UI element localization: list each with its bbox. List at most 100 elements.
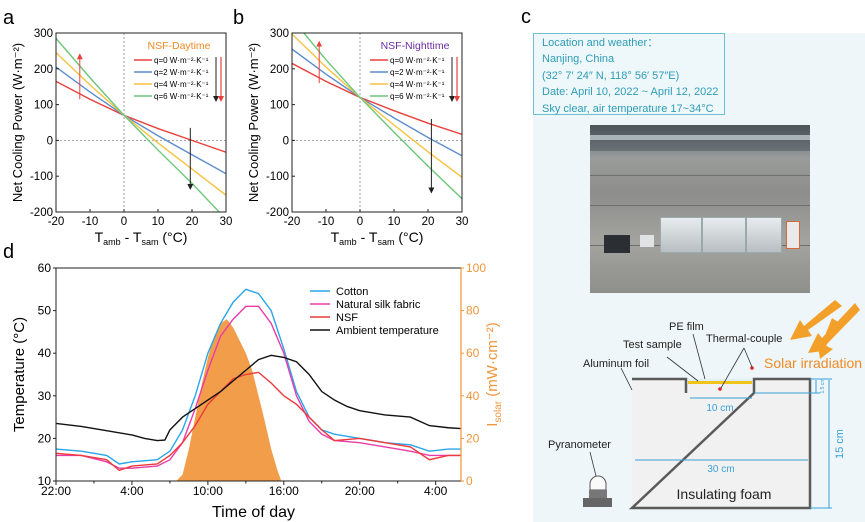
legend-label: q=4 W·m⁻²·K⁻¹ [154,80,209,89]
series-line-q4 [292,33,462,178]
y-right-tick-label: 100 [466,261,486,275]
thermocouple-point [718,387,722,391]
chart-a: q=0 W·m⁻²·K⁻¹ q=2 W·m⁻²·K⁻¹ q=4 W·m⁻²·K⁻¹ q… [10,28,232,247]
photo-railing [590,135,810,140]
info-line: (32° 7′ 24″ N, 118° 56′ 57″E) [542,69,680,82]
x-tick-label: 22:00 [41,484,71,498]
x-tick-label: 10 [388,216,401,228]
x-tick-label: 30 [220,216,233,228]
legend-label: Cotton [336,286,368,298]
legend-label: Ambient temperature [336,325,439,337]
y-tick-label: -200 [30,207,53,219]
photo-datalogger [604,235,630,253]
series-line-q6 [303,33,462,200]
photo-sample-box [660,217,702,253]
photo-meter [640,235,654,247]
x-axis-label-part: - T [357,229,378,245]
x-tick-label: 10:00 [193,484,223,498]
location-weather-box: Location and weather： Nanjing, China (32… [533,33,725,115]
panel-label-d: d [3,241,14,263]
y-tick-label: 300 [270,28,289,40]
y-tick-label: -100 [266,171,289,183]
y-tick-label: 0 [47,135,53,147]
x-axis-label: Tamb - Tsam (°C) [331,229,424,247]
x-axis-label-part: amb [103,237,121,247]
solar-irradiance-area [176,319,282,481]
label-leaders [589,333,753,481]
x-tick-label: 10 [152,216,165,228]
label-insulating-foam: Insulating foam [677,486,772,502]
dimension-1-5cm: 1.5 cm [820,378,826,393]
x-tick-label: -10 [318,216,335,228]
y-tick-label: 300 [34,28,53,40]
foam-body [632,379,810,508]
dimension-15cm: 15 cm [834,429,846,459]
series-line-nsf [55,371,461,472]
legend-label: q=6 W·m⁻²·K⁻¹ [154,92,209,101]
panel-label-c: c [521,6,531,28]
y-right-axis-label-part: I [484,423,501,427]
legend-label: Natural silk fabric [336,299,421,311]
x-tick-label: -20 [284,216,301,228]
x-tick-label: 20:00 [345,484,375,498]
chart-b: q=0 W·m⁻²·K⁻¹ q=2 W·m⁻²·K⁻¹ q=4 W·m⁻²·K⁻¹ q… [246,28,468,247]
photo-thermometer [786,221,800,249]
x-tick-label: 4:00 [424,484,448,498]
legend-label: q=2 W·m⁻²·K⁻¹ [390,68,445,77]
x-axis-label-part: (°C) [394,229,423,245]
series-line-q0 [56,80,226,153]
x-axis-label: Tamb - Tsam (°C) [95,229,188,247]
x-tick-label: 20 [186,216,199,228]
y-right-tick-label: 80 [466,304,480,318]
x-axis-label: Time of day [212,504,295,521]
test-sample-strip [688,381,752,384]
rooftop-experiment-photo [590,125,810,293]
series-line-silk [56,305,461,469]
y-tick-label: 60 [38,261,52,275]
plot-frame [291,32,463,213]
label-aluminum-foil: Aluminum foil [583,358,649,370]
y-tick-label: -100 [30,171,53,183]
legend-label: q=6 W·m⁻²·K⁻¹ [390,92,445,101]
series-line-q4 [56,52,226,196]
x-tick-label: 20 [422,216,435,228]
legend-label: q=2 W·m⁻²·K⁻¹ [154,68,209,77]
y-right-axis-label: Isolar (mW·cm⁻²) [484,322,504,427]
x-tick-label: -10 [82,216,99,228]
x-tick-label: 0 [121,216,127,228]
y-right-tick-label: 0 [466,474,473,488]
y-tick-label: 20 [38,431,52,445]
x-axis-label-part: amb [339,237,357,247]
panel-label-a: a [3,7,15,29]
pyranometer-icon [583,475,612,507]
label-thermal-couple: Thermal-couple [706,333,782,345]
y-axis-label: Net Cooling Power (W·m⁻²) [246,43,261,202]
photo-sample-box [746,217,782,253]
legend-label: q=0 W·m⁻²·K⁻¹ [154,56,209,65]
label-pyranometer: Pyranometer [548,439,611,451]
y-right-tick-label: 60 [466,346,480,360]
dimension-10cm: 10 cm [706,403,733,414]
series-line-ambient [55,354,462,442]
label-solar-irradiation: Solar irradiation [764,355,862,371]
y-right-axis-label-part: (mW·cm⁻²) [484,322,501,401]
plot-frame [55,32,227,213]
photo-floor-seam [590,205,810,206]
series-line-q2 [56,66,226,175]
x-tick-label: 0 [357,216,363,228]
y-right-tick-label: 40 [466,389,480,403]
x-axis-label-part: sam [141,237,158,247]
solar-arrows-icon [790,300,860,359]
photo-floor-seam [590,175,810,176]
y-right-axis-label-part: solar [493,400,504,422]
y-tick-label: 100 [270,100,289,112]
y-tick-label: 30 [38,389,52,403]
legend-label: NSF [336,312,358,324]
info-line: Sky clear, air temperature 17~34°C [542,102,714,115]
y-right-tick-label: 20 [466,431,480,445]
x-axis-label-part: sam [377,237,394,247]
dimension-30cm: 30 cm [707,464,734,475]
chart-title: NSF-Nighttime [381,40,450,52]
